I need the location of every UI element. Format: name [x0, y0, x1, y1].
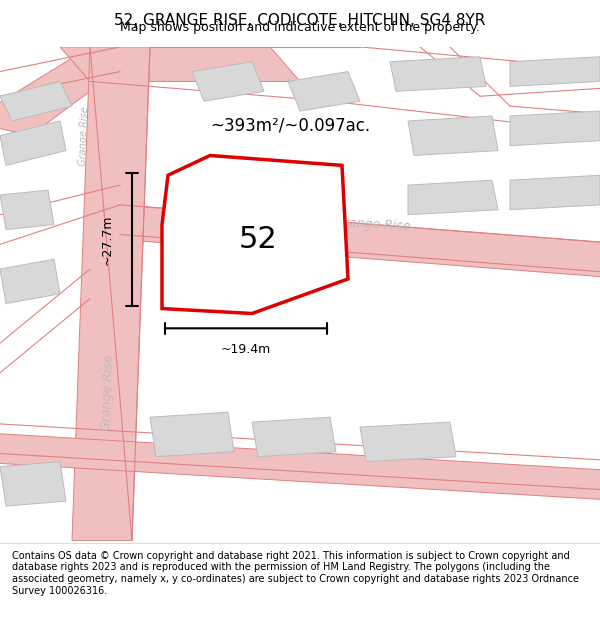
Polygon shape [288, 71, 360, 111]
Polygon shape [252, 418, 336, 457]
Polygon shape [390, 57, 486, 91]
Polygon shape [408, 116, 498, 156]
Polygon shape [510, 57, 600, 86]
Polygon shape [0, 462, 66, 506]
Text: Map shows position and indicative extent of the property.: Map shows position and indicative extent… [120, 21, 480, 34]
Polygon shape [510, 175, 600, 210]
Polygon shape [72, 47, 150, 541]
Polygon shape [360, 422, 456, 462]
Polygon shape [192, 62, 264, 101]
Text: Grange Rise: Grange Rise [78, 106, 90, 166]
Text: ~27.7m: ~27.7m [101, 214, 114, 265]
Polygon shape [60, 47, 300, 81]
Text: Contains OS data © Crown copyright and database right 2021. This information is : Contains OS data © Crown copyright and d… [12, 551, 579, 596]
Text: 52: 52 [239, 225, 277, 254]
Polygon shape [0, 259, 60, 304]
Text: Grange Rise: Grange Rise [100, 354, 116, 431]
Text: ~393m²/~0.097ac.: ~393m²/~0.097ac. [210, 117, 370, 135]
Polygon shape [0, 432, 600, 501]
Polygon shape [510, 111, 600, 146]
Polygon shape [150, 412, 234, 457]
Polygon shape [0, 190, 54, 229]
Polygon shape [162, 156, 348, 314]
Polygon shape [0, 81, 72, 121]
Text: Grange Rise: Grange Rise [334, 216, 410, 233]
Polygon shape [120, 205, 600, 279]
Polygon shape [0, 47, 150, 136]
Text: 52, GRANGE RISE, CODICOTE, HITCHIN, SG4 8YR: 52, GRANGE RISE, CODICOTE, HITCHIN, SG4 … [115, 13, 485, 28]
Polygon shape [0, 121, 66, 166]
Polygon shape [210, 205, 318, 269]
Polygon shape [408, 180, 498, 215]
Text: ~19.4m: ~19.4m [221, 343, 271, 356]
